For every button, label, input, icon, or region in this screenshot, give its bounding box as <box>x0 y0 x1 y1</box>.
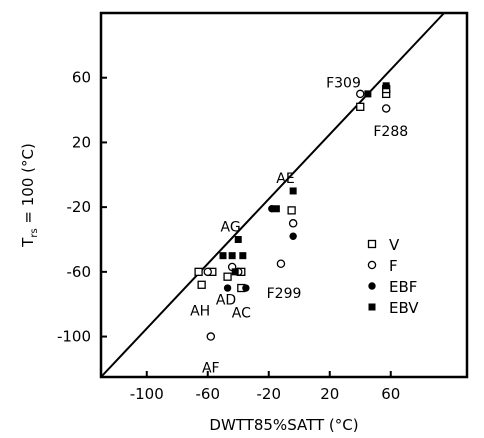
legend-label-v: V <box>389 236 400 254</box>
point-f <box>381 104 391 113</box>
annotation-label: F299 <box>267 286 302 302</box>
y-tick-label: 20 <box>72 133 91 151</box>
data-points-layer <box>194 82 391 341</box>
plot-frame <box>99 11 469 379</box>
x-axis-title: DWTT85%SATT (°C) <box>209 416 358 434</box>
point-ebv <box>239 252 247 260</box>
ticks-layer: -100 -60 -20 20 60 -100 -60 -20 20 60 <box>57 69 400 403</box>
point-f <box>288 219 298 228</box>
point-ebv <box>231 268 239 276</box>
reference-line <box>100 12 445 378</box>
x-tick-label: 60 <box>381 385 400 403</box>
annotation-label: AH <box>190 304 210 320</box>
point-ebv <box>289 187 297 195</box>
legend-marker-f <box>367 260 377 270</box>
y-tick-label: -20 <box>67 198 92 216</box>
annotation-label: AC <box>232 305 251 321</box>
y-tick-label: 60 <box>72 69 91 87</box>
annotation-label: F309 <box>326 76 361 92</box>
legend-marker-ebf <box>368 282 376 290</box>
reference-line-layer <box>100 12 445 378</box>
point-f <box>355 89 365 99</box>
annotation-label: AF <box>202 360 220 376</box>
legend-label-f: F <box>389 257 398 275</box>
annotation-label: AG <box>221 220 241 236</box>
x-tick-label: 20 <box>320 385 339 403</box>
annotation-label: F288 <box>373 124 408 140</box>
point-ebv <box>272 205 280 213</box>
point-ebv <box>364 90 372 98</box>
point-ebf <box>223 284 232 292</box>
annotation-label: AD <box>216 292 236 308</box>
legend-label-ebv: EBV <box>389 299 419 317</box>
legend: VF EBF EBV <box>367 236 419 317</box>
y-tick-label: -60 <box>67 263 92 281</box>
legend-marker-ebv <box>368 303 376 311</box>
point-ebv <box>234 235 242 243</box>
y-tick-label: -100 <box>57 328 91 346</box>
y-axis-title: Trs = 100 (°C) <box>19 143 40 248</box>
point-v <box>287 206 296 215</box>
point-ebv <box>219 252 227 260</box>
point-ebv <box>382 82 390 90</box>
legend-marker-v <box>367 239 377 249</box>
point-v <box>223 272 232 281</box>
annotations-layer: F309 F288 AE AG AD AH AC F299 AF <box>190 76 408 377</box>
legend-label-ebf: EBF <box>389 278 417 296</box>
x-tick-label: -100 <box>130 385 164 403</box>
point-ebv <box>228 252 236 260</box>
point-ebf <box>289 232 297 240</box>
annotation-label: AE <box>276 171 294 187</box>
x-tick-label: -20 <box>257 385 282 403</box>
y-axis-subscript: rs <box>29 228 40 237</box>
point-v <box>194 267 203 276</box>
x-tick-label: -60 <box>196 385 221 403</box>
point-v <box>356 102 365 111</box>
point-f <box>203 267 212 277</box>
svg-text:Trs = 100 (°C): Trs = 100 (°C) <box>19 143 40 248</box>
point-v <box>197 280 206 289</box>
point-f <box>276 259 286 269</box>
point-f <box>206 332 216 341</box>
point-ebf <box>242 284 250 292</box>
